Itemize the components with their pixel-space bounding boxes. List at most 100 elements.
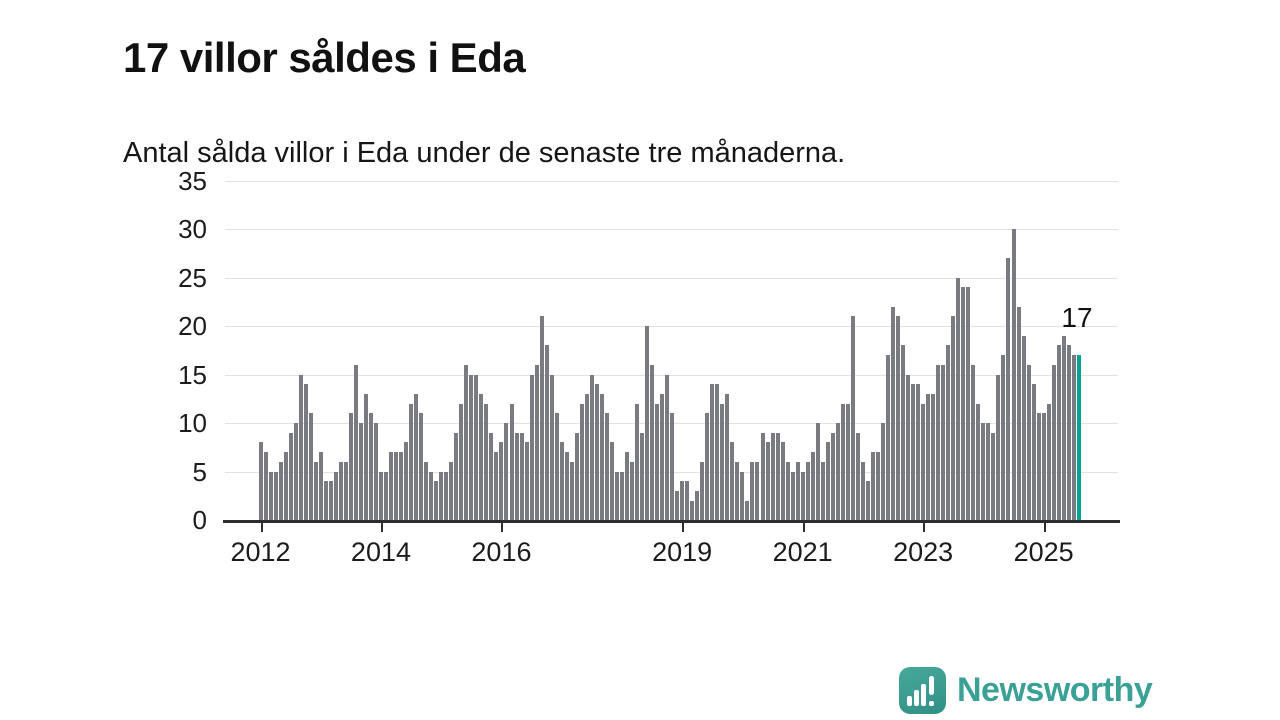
bar [544, 345, 549, 520]
gridline [225, 229, 1118, 230]
y-tick-label: 10 [178, 408, 207, 438]
bar [579, 403, 584, 520]
bar [333, 471, 338, 520]
bar [494, 452, 499, 520]
bar [629, 461, 634, 520]
bar [288, 432, 293, 520]
bar [604, 413, 609, 520]
bar [1031, 384, 1036, 520]
bar [268, 471, 273, 520]
bar [665, 374, 670, 520]
bar [1021, 335, 1026, 520]
y-tick-label: 0 [192, 505, 207, 535]
x-axis-tick [260, 523, 263, 532]
bar [449, 461, 454, 520]
bar [619, 471, 624, 520]
bar [635, 403, 639, 520]
bar [815, 423, 820, 520]
bar [589, 374, 594, 520]
bar [715, 384, 720, 520]
bar [353, 364, 358, 520]
bar [363, 393, 368, 520]
bar [419, 413, 424, 520]
bar [931, 393, 936, 520]
bar [509, 403, 514, 520]
x-tick-label: 2016 [471, 537, 532, 567]
bar [755, 461, 760, 520]
bar [1036, 413, 1041, 520]
brand-name: Newsworthy [957, 670, 1153, 709]
bar [569, 461, 574, 520]
newsworthy-logo: Newsworthy [899, 666, 1153, 714]
bar [640, 432, 645, 520]
bar [504, 423, 509, 520]
bar [529, 374, 534, 520]
x-tick-label: 2012 [230, 537, 291, 567]
bar [855, 432, 860, 520]
bar [469, 374, 474, 520]
bar [951, 316, 956, 520]
bar [896, 316, 901, 520]
bar [830, 432, 835, 520]
bar [891, 306, 896, 520]
bar [760, 432, 765, 520]
bar [574, 432, 579, 520]
highlighted-bar [1076, 355, 1081, 520]
bar [926, 393, 931, 520]
bar [343, 461, 348, 520]
bar [941, 364, 946, 520]
bar [850, 316, 855, 520]
bar [1016, 306, 1021, 520]
bar [414, 393, 419, 520]
bar [860, 461, 865, 520]
bar [368, 413, 373, 520]
bar [584, 393, 589, 520]
bar [785, 461, 790, 520]
bar [845, 403, 850, 520]
bar [519, 432, 524, 520]
bar [825, 442, 830, 520]
bar [614, 471, 619, 520]
bar [750, 461, 755, 520]
bar [660, 393, 665, 520]
bar [775, 432, 780, 520]
x-axis-tick [682, 523, 685, 532]
x-axis-tick [501, 523, 504, 532]
bar [439, 471, 444, 520]
bar [745, 500, 750, 520]
bar [936, 364, 941, 520]
bar [810, 452, 815, 520]
bar [539, 316, 544, 520]
bar [459, 403, 464, 520]
bar [645, 326, 650, 520]
bar [273, 471, 278, 520]
bar [986, 423, 991, 520]
bar [680, 481, 685, 520]
bar [911, 384, 916, 520]
bar [409, 403, 414, 520]
bar [484, 403, 489, 520]
gridline [225, 326, 1118, 327]
bar [705, 413, 710, 520]
y-tick-label: 25 [178, 262, 207, 293]
bar [474, 374, 479, 520]
bar [880, 423, 885, 520]
bar [946, 345, 951, 520]
x-axis-tick [802, 523, 805, 532]
y-tick-label: 5 [192, 456, 207, 487]
bar [389, 452, 394, 520]
bar [981, 423, 986, 520]
bar [464, 364, 469, 520]
bar [916, 384, 921, 520]
bar [795, 461, 800, 520]
bar [725, 393, 730, 520]
x-tick-label: 2019 [652, 537, 713, 567]
bar [805, 461, 810, 520]
bar [685, 481, 690, 520]
bar [559, 442, 564, 520]
gridline [225, 180, 1118, 182]
x-axis-tick [1043, 523, 1046, 532]
x-tick-label: 2023 [893, 537, 954, 567]
bar [489, 432, 494, 520]
